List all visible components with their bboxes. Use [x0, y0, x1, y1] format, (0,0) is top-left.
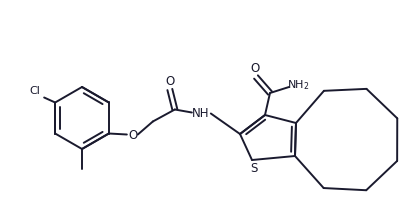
Text: S: S [250, 163, 257, 175]
Text: Cl: Cl [30, 85, 41, 95]
Text: O: O [250, 62, 259, 75]
Text: O: O [165, 75, 174, 88]
Text: O: O [128, 129, 137, 142]
Text: NH$_2$: NH$_2$ [286, 78, 308, 92]
Text: NH: NH [192, 107, 209, 120]
